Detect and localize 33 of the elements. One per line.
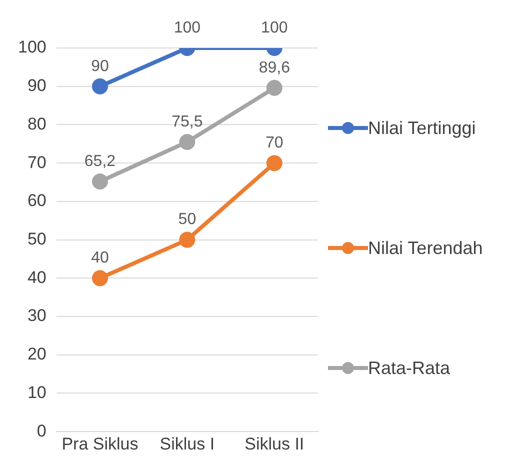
legend-label: Nilai Tertinggi bbox=[368, 117, 476, 139]
y-tick-label: 40 bbox=[27, 268, 46, 287]
point bbox=[179, 232, 196, 248]
x-tick-label: Pra Siklus bbox=[62, 434, 138, 454]
point bbox=[179, 134, 196, 150]
y-tick-label: 70 bbox=[27, 152, 46, 172]
data-label: 100 bbox=[174, 19, 201, 36]
data-label: 75,5 bbox=[172, 113, 203, 130]
data-label: 100 bbox=[261, 19, 288, 36]
y-tick-label: 50 bbox=[27, 229, 46, 248]
point bbox=[266, 155, 282, 172]
y-tick-label: 100 bbox=[18, 38, 46, 57]
y-tick-label: 10 bbox=[27, 382, 46, 402]
point bbox=[92, 78, 108, 94]
data-label: 90 bbox=[91, 58, 109, 75]
y-tick-label: 20 bbox=[27, 344, 46, 364]
point bbox=[92, 173, 108, 190]
data-label: 65,2 bbox=[84, 152, 116, 170]
data-label: 70 bbox=[265, 134, 284, 152]
y-tick-label: 60 bbox=[27, 191, 46, 210]
legend-label: Rata-Rata bbox=[368, 357, 450, 379]
y-tick-label: 90 bbox=[27, 76, 46, 96]
y-tick-label: 30 bbox=[27, 306, 46, 326]
x-tick-label: Siklus II bbox=[244, 434, 304, 454]
point bbox=[92, 270, 108, 286]
y-tick-label: 80 bbox=[27, 114, 46, 134]
x-tick-label: Siklus I bbox=[160, 434, 215, 454]
data-label: 50 bbox=[178, 211, 196, 228]
point bbox=[266, 80, 282, 96]
data-label: 89,6 bbox=[258, 59, 290, 76]
data-label: 40 bbox=[91, 250, 109, 267]
y-tick-label: 0 bbox=[36, 421, 46, 440]
legend-label: Nilai Terendah bbox=[368, 237, 483, 259]
